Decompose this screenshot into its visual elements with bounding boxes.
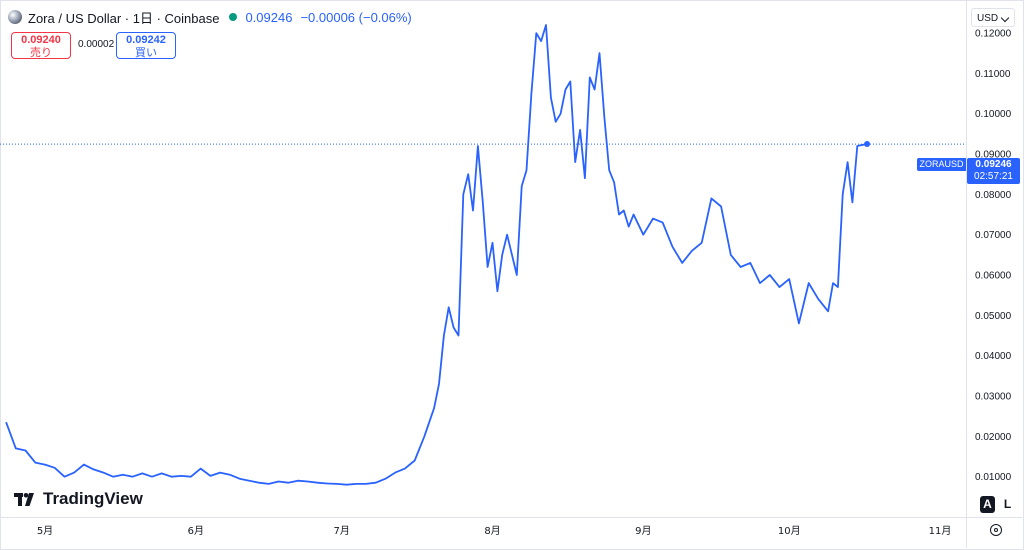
x-tick-label: 5月 (37, 525, 53, 537)
y-tick-label: 0.03000 (975, 392, 1012, 403)
buy-label: 買い (135, 47, 157, 59)
header-last-price: 0.09246 (245, 9, 293, 25)
x-tick-label: 9月 (635, 525, 651, 537)
symbol-price-tag: ZORAUSD (917, 158, 966, 171)
sell-button[interactable]: 0.09240 売り (11, 32, 71, 59)
x-tick-label: 6月 (188, 525, 204, 537)
x-tick-label: 11月 (929, 525, 952, 537)
price-axis-border (966, 0, 967, 548)
buy-button[interactable]: 0.09242 買い (116, 32, 176, 59)
gear-icon[interactable] (990, 524, 1002, 536)
y-tick-label: 0.09000 (975, 150, 1012, 161)
last-price-dot (864, 140, 871, 147)
last-price-tag-value: 0.09246 (975, 159, 1012, 170)
log-scale-button[interactable]: L (1003, 497, 1012, 511)
y-tick-label: 0.02000 (975, 432, 1012, 443)
currency-label: USD (977, 13, 999, 24)
time-axis-border (0, 517, 1022, 518)
symbol-title[interactable]: Zora / US Dollar · 1日 · Coinbase (28, 10, 220, 26)
sell-label: 売り (30, 47, 52, 59)
tradingview-logo[interactable]: TradingView (14, 489, 143, 509)
zora-coin-icon (8, 10, 22, 24)
y-tick-label: 0.05000 (975, 311, 1012, 322)
y-tick-label: 0.08000 (975, 190, 1012, 201)
y-tick-label: 0.12000 (975, 29, 1012, 40)
symbol-header: Zora / US Dollar · 1日 · Coinbase 0.09246… (8, 8, 412, 26)
tradingview-logo-icon (14, 492, 34, 506)
buy-price: 0.09242 (126, 34, 166, 46)
x-tick-label: 8月 (484, 525, 500, 537)
y-tick-label: 0.10000 (975, 109, 1012, 120)
sell-price: 0.09240 (21, 34, 61, 46)
y-tick-label: 0.07000 (975, 230, 1012, 241)
y-tick-label: 0.04000 (975, 351, 1012, 362)
price-series-line (5, 24, 868, 486)
y-tick-label: 0.06000 (975, 271, 1012, 282)
x-tick-label: 10月 (778, 525, 801, 537)
brand-name: TradingView (43, 489, 143, 508)
bar-countdown: 02:57:21 (974, 171, 1013, 182)
chevron-down-icon (1000, 13, 1010, 23)
auto-scale-button[interactable]: A (980, 496, 995, 513)
x-tick-label: 7月 (334, 525, 350, 537)
y-tick-label: 0.01000 (975, 472, 1012, 483)
currency-select[interactable]: USD (971, 8, 1015, 27)
market-open-dot-icon (229, 13, 238, 21)
header-change: −0.00006 (−0.06%) (300, 9, 412, 25)
y-tick-label: 0.11000 (975, 69, 1011, 80)
spread-value: 0.00002 (78, 39, 115, 50)
last-price-tag: 0.09246 02:57:21 (967, 158, 1020, 184)
